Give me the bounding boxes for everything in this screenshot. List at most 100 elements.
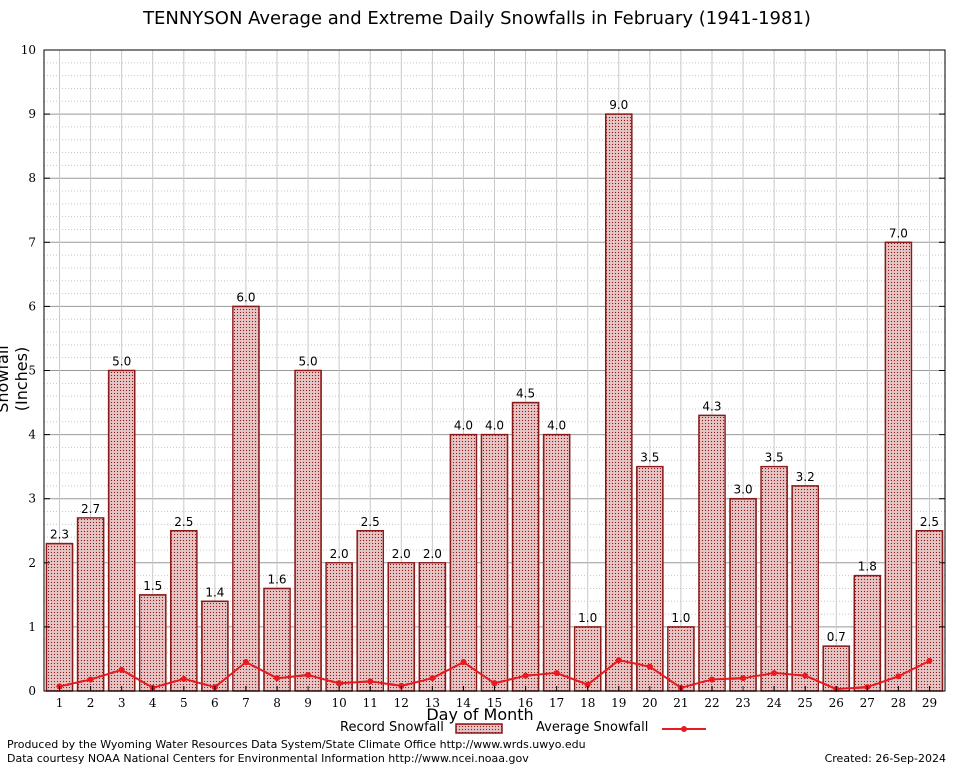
average-point-day-25 xyxy=(802,672,809,679)
average-point-day-3 xyxy=(118,666,125,673)
footer-courtesy: Data courtesy NOAA National Centers for … xyxy=(7,752,529,765)
bar-record-day-20 xyxy=(636,465,664,692)
bar-record-day-27 xyxy=(853,574,882,692)
y-tick-label: 6 xyxy=(28,299,36,313)
x-tick-label: 28 xyxy=(891,696,906,710)
x-tick-label: 24 xyxy=(766,696,782,710)
footer-produced-by: Produced by the Wyoming Water Resources … xyxy=(7,738,586,751)
x-tick-label: 23 xyxy=(735,696,750,710)
x-tick-label: 22 xyxy=(704,696,719,710)
record-bars: 2.3 2.7 5.0 1.5 2.5 1.4 6.0 1.6 5.0 2.0 2.5 2.0 2.0 4… xyxy=(45,98,944,692)
y-tick-label: 0 xyxy=(28,684,36,698)
bar-record-day-15 xyxy=(480,433,509,692)
bar-record-day-28 xyxy=(884,241,913,692)
legend-average-marker xyxy=(681,726,687,732)
x-tick-label: 7 xyxy=(242,696,250,710)
chart-title: TENNYSON Average and Extreme Daily Snowf… xyxy=(143,8,811,29)
y-tick-label: 8 xyxy=(28,171,36,185)
legend-average-label: Average Snowfall xyxy=(536,720,649,735)
average-point-day-11 xyxy=(367,678,374,685)
x-tick-label: 3 xyxy=(118,696,126,710)
x-tick-label: 16 xyxy=(518,696,533,710)
x-tick-label: 26 xyxy=(829,696,844,710)
average-point-day-19 xyxy=(615,657,622,664)
bar-record-day-16 xyxy=(511,401,540,692)
x-tick-label: 10 xyxy=(332,696,347,710)
average-point-day-16 xyxy=(522,672,529,679)
bar-value-label: 6.0 xyxy=(236,290,255,304)
average-point-day-29 xyxy=(926,657,933,664)
bar-record-day-9 xyxy=(294,369,322,692)
y-tick-label: 9 xyxy=(28,107,36,121)
x-tick-label: 14 xyxy=(456,696,472,710)
bar-record-day-17 xyxy=(542,433,571,692)
y-tick-label: 10 xyxy=(21,43,36,57)
bar-value-label: 4.0 xyxy=(485,419,504,433)
bar-value-label: 2.0 xyxy=(330,547,349,561)
average-point-day-8 xyxy=(274,675,281,682)
bar-record-day-24 xyxy=(760,465,788,692)
bar-value-label: 3.5 xyxy=(765,451,784,465)
bar-record-day-12 xyxy=(387,562,416,692)
average-point-day-10 xyxy=(336,680,343,687)
bar-value-label: 3.0 xyxy=(734,483,753,497)
legend-record-label: Record Snowfall xyxy=(340,720,444,735)
x-tick-label: 19 xyxy=(611,696,626,710)
bar-record-day-3 xyxy=(107,369,136,692)
x-tick-label: 1 xyxy=(56,696,64,710)
bar-record-day-19 xyxy=(604,113,633,692)
bar-record-day-14 xyxy=(449,433,478,692)
bar-record-day-11 xyxy=(356,530,385,692)
x-axis-label: Day of Month xyxy=(426,705,534,724)
bar-record-day-23 xyxy=(729,497,757,692)
bar-value-label: 9.0 xyxy=(609,98,628,112)
bar-record-day-29 xyxy=(915,530,944,692)
average-point-day-7 xyxy=(242,659,249,666)
footer-created: Created: 26-Sep-2024 xyxy=(824,752,946,765)
bar-value-label: 7.0 xyxy=(889,226,908,240)
average-point-day-12 xyxy=(398,682,405,689)
bar-value-label: 2.0 xyxy=(423,547,442,561)
bar-value-label: 2.5 xyxy=(174,515,193,529)
bar-value-label: 3.5 xyxy=(640,451,659,465)
x-tick-label: 27 xyxy=(860,696,875,710)
average-point-day-22 xyxy=(708,676,715,683)
bar-record-day-1 xyxy=(45,542,74,692)
bar-value-label: 2.5 xyxy=(361,515,380,529)
legend-record-swatch xyxy=(455,723,503,734)
bar-record-day-7 xyxy=(232,305,260,692)
bar-value-label: 4.0 xyxy=(454,419,473,433)
bar-record-day-25 xyxy=(791,485,819,692)
average-point-day-18 xyxy=(584,681,591,688)
bar-record-day-10 xyxy=(325,562,353,692)
average-point-day-5 xyxy=(180,675,187,682)
bar-value-label: 2.0 xyxy=(392,547,411,561)
bar-record-day-13 xyxy=(418,562,447,692)
y-tick-label: 5 xyxy=(28,364,36,378)
bar-value-label: 2.3 xyxy=(50,528,69,542)
y-tick-label: 7 xyxy=(28,235,36,249)
bar-record-day-22 xyxy=(698,414,726,692)
bar-value-label: 2.5 xyxy=(920,515,939,529)
bar-record-day-6 xyxy=(201,600,229,692)
legend xyxy=(455,723,706,734)
bar-value-label: 5.0 xyxy=(299,355,318,369)
bar-record-day-5 xyxy=(170,530,198,692)
x-tick-label: 17 xyxy=(549,696,564,710)
average-point-day-14 xyxy=(460,659,467,666)
y-tick-label: 2 xyxy=(28,556,36,570)
bar-value-label: 2.7 xyxy=(81,502,100,516)
bar-value-label: 1.0 xyxy=(671,611,690,625)
y-tick-label: 4 xyxy=(28,428,36,442)
x-tick-label: 5 xyxy=(180,696,188,710)
x-tick-label: 2 xyxy=(87,696,95,710)
average-point-day-9 xyxy=(305,671,312,678)
bar-record-day-4 xyxy=(138,594,167,692)
x-tick-label: 20 xyxy=(642,696,657,710)
bar-value-label: 4.5 xyxy=(516,387,535,401)
bar-record-day-2 xyxy=(76,517,105,692)
average-point-day-24 xyxy=(771,670,778,677)
bar-value-label: 4.3 xyxy=(702,399,721,413)
